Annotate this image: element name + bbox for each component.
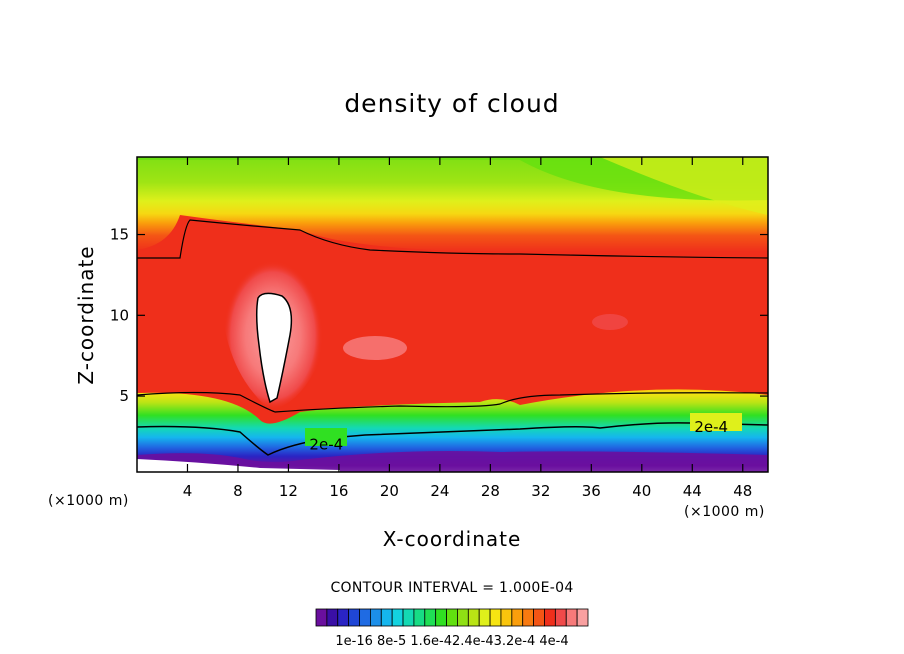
pink-patch-center — [343, 336, 407, 360]
colorbar-swatch — [576, 608, 589, 627]
pink-patch-right — [592, 314, 628, 330]
contour-line-2e-4 — [137, 422, 768, 456]
x-tick-label: 8 — [233, 482, 243, 500]
colorbar-swatch — [500, 608, 513, 627]
colorbar-swatch — [522, 608, 534, 627]
colorbar-swatch — [533, 608, 545, 627]
colorbar-swatch — [489, 608, 502, 627]
contour-label-bg-1 — [305, 428, 347, 446]
y-tick-label: 5 — [119, 387, 129, 405]
x-tick-label: 48 — [733, 482, 752, 500]
colorbar-swatch — [337, 608, 350, 627]
colorbar-swatch — [565, 608, 578, 627]
x-tick-label: 44 — [683, 482, 702, 500]
colorbar-swatch — [369, 608, 382, 627]
x-tick-label: 40 — [632, 482, 651, 500]
contour-interval-text: CONTOUR INTERVAL = 1.000E-04 — [330, 580, 573, 596]
x-tick-label: 4 — [183, 482, 193, 500]
x-unit-label-left: (×1000 m) — [48, 493, 129, 509]
x-tick-label: 32 — [531, 482, 550, 500]
colorbar-swatch — [380, 608, 393, 627]
colorbar-swatch — [511, 608, 524, 627]
chart-title: density of cloud — [344, 89, 559, 118]
plot-frame — [136, 156, 769, 473]
colorbar-swatch — [326, 608, 339, 627]
x-tick-label: 16 — [329, 482, 348, 500]
lower-purple-band — [137, 451, 768, 472]
contour-line-upper — [137, 219, 768, 259]
plot-area — [137, 157, 768, 472]
contour-line-middle — [137, 391, 768, 413]
cloud-maximum-region — [255, 292, 293, 404]
colorbar-swatch — [348, 608, 360, 627]
upper-green-region — [137, 157, 768, 201]
colorbar-tick-labels: 1e-16 8e-5 1.6e-42.4e-43.2e-4 4e-4 — [335, 634, 568, 649]
colorbar-swatch — [544, 608, 556, 627]
y-tick-label: 10 — [110, 306, 129, 324]
colorbar-swatch — [315, 608, 328, 627]
colorbar-swatch — [359, 608, 371, 627]
x-tick-label: 12 — [279, 482, 298, 500]
colorbar-swatch — [402, 608, 415, 627]
colorbar-swatch — [424, 608, 437, 627]
contour-line-label: 2e-4 — [694, 418, 728, 436]
colorbar-swatch — [413, 608, 426, 627]
colorbar — [315, 608, 589, 627]
colorbar-swatch — [457, 608, 469, 627]
colorbar-swatch — [446, 608, 458, 627]
colorbar-swatch — [435, 608, 447, 627]
y-axis-title: Z-coordinate — [74, 245, 98, 384]
x-tick-label: 20 — [380, 482, 399, 500]
colorbar-swatch — [391, 608, 404, 627]
x-unit-label-right: (×1000 m) — [684, 504, 765, 520]
colorbar-swatch — [554, 608, 567, 627]
x-tick-label: 36 — [582, 482, 601, 500]
x-tick-label: 24 — [430, 482, 449, 500]
colorbar-swatch — [478, 608, 491, 627]
x-tick-label: 28 — [481, 482, 500, 500]
y-tick-label: 15 — [110, 226, 129, 244]
x-axis-title: X-coordinate — [383, 527, 522, 551]
colorbar-swatch — [467, 608, 480, 627]
contour-label-bg-2 — [690, 413, 742, 431]
upper-right-yellow-region — [600, 157, 768, 215]
contour-line-label: 2e-4 — [309, 436, 343, 454]
